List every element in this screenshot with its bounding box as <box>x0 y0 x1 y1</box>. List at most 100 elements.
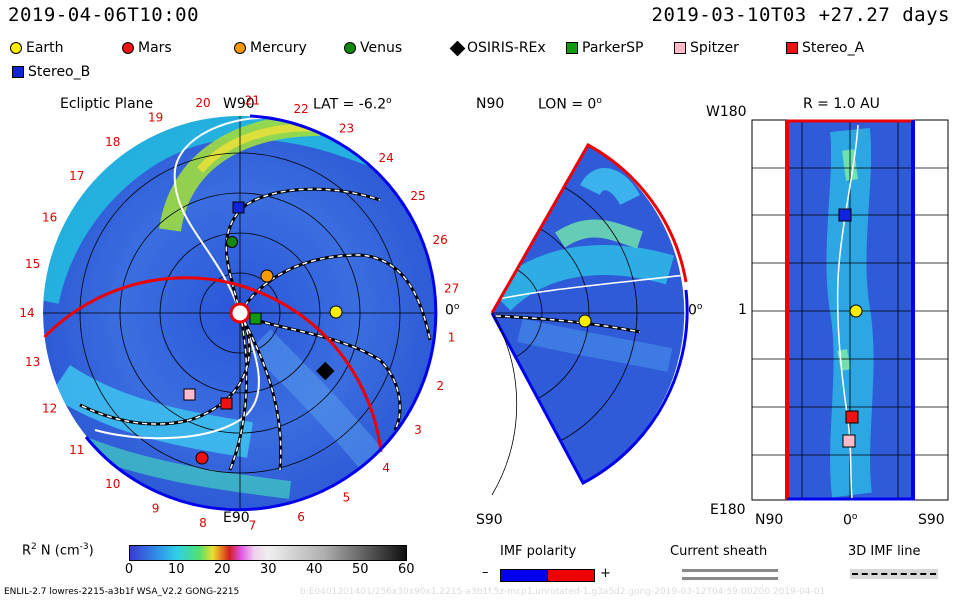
legend-item-osiris-rex: OSIRIS-REx <box>449 40 546 56</box>
run-time: 2019-03-10T03 +27.27 days <box>651 4 950 26</box>
imf-minus: – <box>482 565 489 580</box>
radial-bottom-left: E180 <box>710 502 746 518</box>
carrington-label: 22 <box>293 102 308 116</box>
legend-marker <box>122 42 134 54</box>
legend-item-venus: Venus <box>344 40 402 56</box>
legend-label: OSIRIS-REx <box>467 40 546 56</box>
sun-marker <box>229 302 251 324</box>
legend-label: Mars <box>138 40 172 56</box>
polarity-rim-red <box>43 276 383 453</box>
colorbar <box>129 545 407 561</box>
imf-plus: + <box>600 566 611 581</box>
legend-label: Earth <box>26 40 64 56</box>
carrington-label: 16 <box>42 210 57 224</box>
ecliptic-lat-label: LAT = -6.2o <box>313 96 392 113</box>
polarity-rim-blue <box>84 114 438 512</box>
meridional-right-label: 0o <box>688 302 703 319</box>
meridional-top-label: N90 <box>476 96 505 112</box>
radial-top-left: W180 <box>706 104 747 120</box>
carrington-label: 27 <box>444 281 459 295</box>
legend-label: Venus <box>360 40 403 56</box>
stereo-b-marker <box>232 201 245 214</box>
current-sheath-line-2 <box>682 577 778 580</box>
carrington-label: 8 <box>199 516 207 530</box>
imf-3d-title: 3D IMF line <box>848 544 921 559</box>
legend-marker <box>344 42 356 54</box>
parkersp-marker <box>249 312 262 325</box>
ecliptic-top-label: W90 <box>223 96 255 112</box>
legend-item-stereo-b: Stereo_B <box>12 64 90 80</box>
legend-label: Spitzer <box>690 40 739 56</box>
ecliptic-right-label: 0o <box>445 302 460 319</box>
meridional-lon-label: LON = 0o <box>538 96 602 113</box>
radial-stereo-b-marker <box>838 208 852 222</box>
legend-marker <box>10 42 22 54</box>
venus-marker <box>226 236 238 248</box>
osiris-rex-marker <box>316 361 335 381</box>
carrington-label: 21 <box>245 93 260 107</box>
carrington-label: 17 <box>69 169 84 183</box>
legend-marker <box>12 66 24 78</box>
colorbar-tick: 50 <box>352 562 369 577</box>
imf-polarity-title: IMF polarity <box>500 544 577 559</box>
legend-item-stereo-a: Stereo_A <box>786 40 864 56</box>
carrington-label: 3 <box>414 423 422 437</box>
colorbar-tick: 40 <box>306 562 323 577</box>
legend-label: Stereo_A <box>802 40 865 56</box>
colorbar-label: R2 N (cm-3) <box>22 542 94 559</box>
legend-label: ParkerSP <box>582 40 644 56</box>
radial-stereo-a-marker <box>845 410 859 424</box>
earth-marker <box>329 305 343 319</box>
colorbar-tick: 0 <box>124 562 134 577</box>
radial-bottom-s90: S90 <box>918 512 945 528</box>
spitzer-marker <box>183 388 196 401</box>
carrington-label: 15 <box>25 257 40 271</box>
carrington-label: 1 <box>448 331 456 345</box>
colorbar-tick: 60 <box>398 562 415 577</box>
legend-marker <box>674 42 686 54</box>
colorbar-tick: 10 <box>168 562 185 577</box>
carrington-label: 11 <box>69 443 84 457</box>
stereo-a-marker <box>220 397 233 410</box>
legend-marker <box>786 42 798 54</box>
radial-earth-marker <box>849 304 863 318</box>
ecliptic-bottom-label: E90 <box>223 510 250 526</box>
current-sheath-title: Current sheath <box>670 544 768 559</box>
carrington-label: 9 <box>152 502 160 516</box>
radial-bottom-0: 0o <box>843 512 858 529</box>
carrington-label: 4 <box>382 461 390 475</box>
legend-item-earth: Earth <box>10 40 64 56</box>
carrington-label: 6 <box>297 510 305 524</box>
legend-item-parkersp: ParkerSP <box>566 40 643 56</box>
legend-marker <box>566 42 578 54</box>
carrington-label: 10 <box>105 477 120 491</box>
carrington-label: 5 <box>343 491 351 505</box>
legend-label: Stereo_B <box>28 64 91 80</box>
carrington-label: 25 <box>410 189 425 203</box>
carrington-label: 20 <box>195 96 210 110</box>
colorbar-tick: 30 <box>260 562 277 577</box>
carrington-label: 26 <box>433 233 448 247</box>
legend-item-mercury: Mercury <box>234 40 307 56</box>
radial-title: R = 1.0 AU <box>803 96 880 112</box>
colorbar-tick: 20 <box>214 562 231 577</box>
radial-mid-left: 1 <box>738 302 747 318</box>
footer-run-info: b:E0401201401/256x30x90x1.2215-a3b1f.5z-… <box>300 587 826 597</box>
footer-model-info: ENLIL-2.7 lowres-2215-a3b1f WSA_V2.2 GON… <box>4 587 240 597</box>
legend-item-spitzer: Spitzer <box>674 40 739 56</box>
carrington-label: 19 <box>148 110 163 124</box>
carrington-label: 23 <box>339 122 354 136</box>
carrington-label: 24 <box>379 151 394 165</box>
carrington-label: 12 <box>42 402 57 416</box>
imf-negative-swatch <box>500 569 548 582</box>
meridional-earth-marker <box>578 314 592 328</box>
legend-label: Mercury <box>250 40 307 56</box>
radial-spitzer-marker <box>842 434 856 448</box>
mercury-marker <box>260 269 274 283</box>
mars-marker <box>195 451 209 465</box>
carrington-label: 18 <box>105 135 120 149</box>
carrington-label: 14 <box>19 306 34 320</box>
